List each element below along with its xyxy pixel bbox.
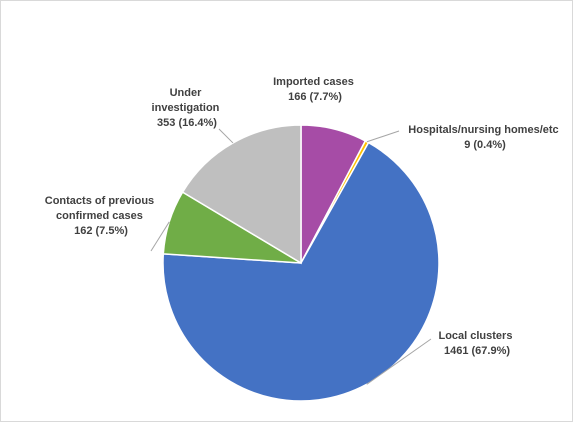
data-label-contacts-of-previous-confirmed-cases: Contacts of previous confirmed cases 162… bbox=[45, 195, 157, 237]
leader-line-local-clusters bbox=[366, 338, 432, 385]
leader-lines bbox=[150, 128, 432, 385]
data-label-imported-cases: Imported cases 166 (7.7%) bbox=[273, 76, 357, 103]
leader-line-under-investigation bbox=[218, 128, 234, 144]
data-label-hospitals-nursing-homes: Hospitals/nursing homes/etc 9 (0.4%) bbox=[408, 124, 561, 151]
leader-line-contacts-of-previous-confirmed-cases bbox=[150, 221, 170, 252]
data-label-local-clusters: Local clusters 1461 (67.9%) bbox=[438, 330, 515, 357]
pie-slice-under-investigation bbox=[181, 124, 302, 265]
data-label-under-investigation: Under investigation 353 (16.4%) bbox=[152, 87, 223, 129]
leader-line-hospitals-nursing-homes bbox=[366, 130, 400, 143]
pie-slices bbox=[162, 124, 440, 402]
